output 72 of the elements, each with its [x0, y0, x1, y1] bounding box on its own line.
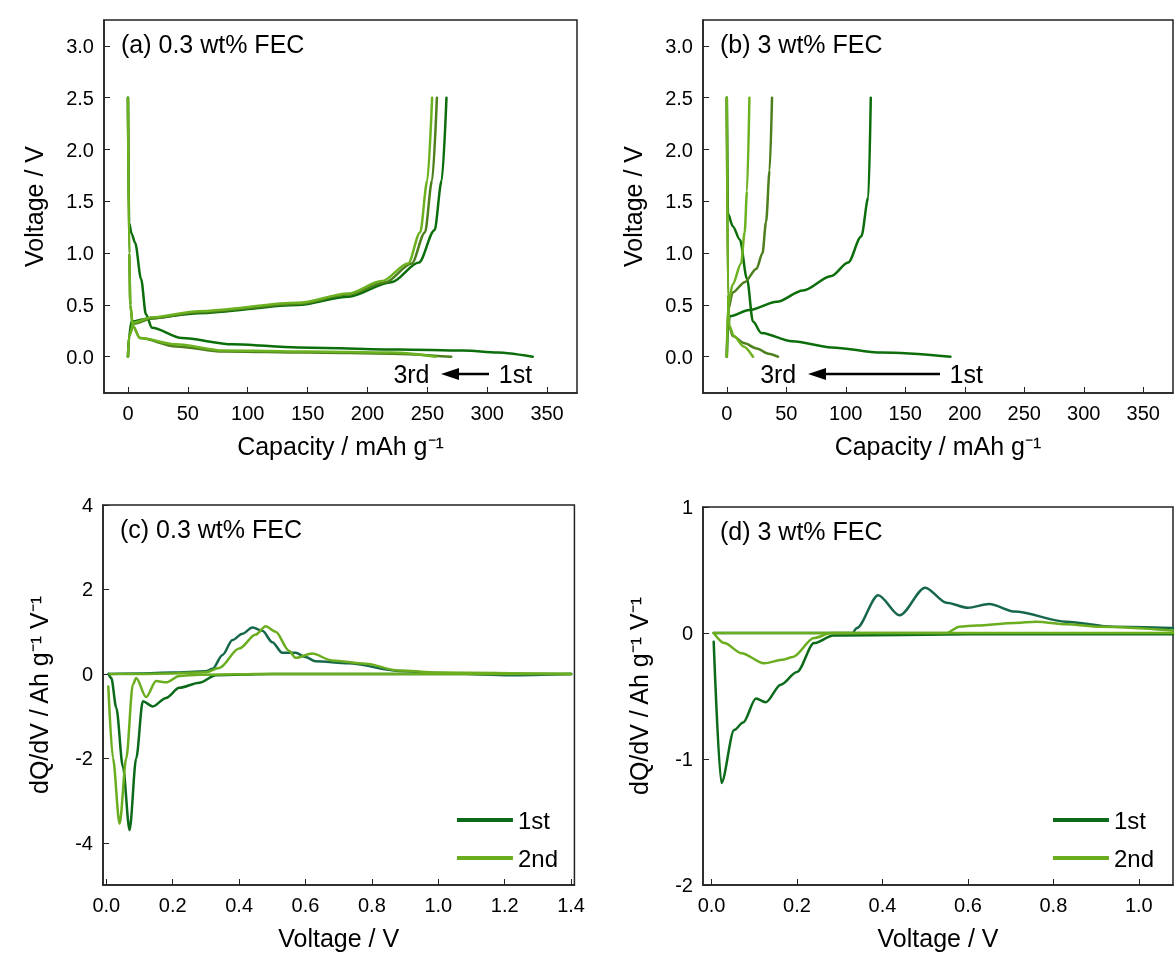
- y-axis-title: dQ/dV / Ah g⁻¹ V⁻¹: [624, 596, 653, 796]
- x-tick-label: 50: [775, 402, 798, 424]
- y-tick-label: 2.5: [66, 86, 94, 109]
- x-tick-label: 0.4: [868, 894, 897, 916]
- x-tick-label: 350: [530, 402, 564, 424]
- x-tick-label: 1.0: [1124, 894, 1153, 916]
- x-tick-label: 0.6: [954, 894, 982, 916]
- y-tick-label: -2: [75, 747, 93, 770]
- x-tick-label: 200: [350, 402, 385, 424]
- x-tick-label: 0.8: [1039, 894, 1068, 916]
- y-axis-title: Voltage / V: [618, 145, 647, 267]
- y-tick-label: 0.0: [66, 345, 94, 368]
- x-tick-label: 0.2: [158, 894, 187, 916]
- y-tick-label: 0: [681, 622, 693, 644]
- x-axis-title: Capacity / mAh g⁻¹: [237, 431, 444, 460]
- y-tick-label: 0.5: [66, 293, 94, 316]
- x-tick-label: 350: [1126, 402, 1160, 424]
- x-tick-label: 0.4: [225, 894, 254, 916]
- y-tick-label: 3.0: [66, 34, 94, 57]
- x-tick-label: 0: [122, 402, 134, 424]
- x-axis-title: Voltage / V: [278, 923, 400, 952]
- x-axis-title: Voltage / V: [877, 923, 999, 952]
- y-tick-label: 1.5: [665, 190, 693, 213]
- x-axis-title: Capacity / mAh g⁻¹: [834, 431, 1042, 460]
- x-tick-label: 100: [829, 402, 863, 424]
- x-tick-label: 300: [470, 402, 504, 424]
- y-tick-label: -2: [675, 874, 693, 896]
- y-axis-title: dQ/dV / Ah g⁻¹ V⁻¹: [24, 595, 53, 795]
- x-tick-label: 50: [176, 402, 199, 424]
- x-tick-label: 0.6: [291, 894, 320, 916]
- chart-title: (a) 0.3 wt% FEC: [121, 29, 305, 58]
- annotation: 1st: [498, 360, 533, 389]
- y-tick-label: 1: [681, 496, 693, 518]
- y-tick-label: 1.0: [66, 242, 94, 265]
- x-tick-label: 250: [1007, 402, 1041, 424]
- legend-label: 2nd: [1113, 844, 1154, 872]
- x-tick-label: 1.4: [557, 894, 585, 916]
- y-tick-label: 4: [81, 494, 93, 516]
- y-tick-label: -1: [675, 748, 693, 770]
- x-tick-label: 250: [410, 402, 444, 424]
- annotation: 3rd: [393, 360, 430, 389]
- y-tick-label: 1.0: [665, 242, 693, 265]
- y-tick-label: -4: [75, 831, 93, 854]
- x-tick-label: 0.0: [697, 894, 726, 916]
- legend-label: 1st: [517, 806, 551, 834]
- x-tick-label: 1.2: [490, 894, 519, 916]
- y-tick-label: 1.5: [66, 190, 94, 213]
- y-tick-label: 3.0: [665, 34, 693, 57]
- x-tick-label: 300: [1067, 402, 1101, 424]
- y-axis-title: Voltage / V: [19, 145, 48, 267]
- x-tick-label: 100: [231, 402, 265, 424]
- x-tick-label: 200: [948, 402, 982, 424]
- y-tick-label: 0.0: [665, 345, 693, 368]
- y-tick-label: 2.0: [665, 138, 693, 161]
- y-tick-label: 2.5: [665, 86, 693, 109]
- annotation: 1st: [949, 360, 983, 389]
- chart-title: (d) 3 wt% FEC: [720, 516, 883, 545]
- legend-label: 1st: [1113, 806, 1147, 834]
- x-tick-label: 0: [721, 402, 733, 424]
- chart-title: (c) 0.3 wt% FEC: [120, 514, 302, 543]
- legend-label: 2nd: [517, 844, 558, 872]
- y-tick-label: 2.0: [66, 138, 94, 161]
- x-tick-label: 150: [290, 402, 325, 424]
- y-tick-label: 0.5: [665, 293, 693, 316]
- x-tick-label: 0.8: [358, 894, 386, 916]
- x-tick-label: 1.0: [424, 894, 453, 916]
- annotation: 3rd: [760, 360, 797, 389]
- y-tick-label: 0: [81, 662, 93, 685]
- y-tick-label: 2: [81, 578, 93, 601]
- chart-title: (b) 3 wt% FEC: [720, 29, 883, 58]
- x-tick-label: 0.2: [783, 894, 811, 916]
- x-tick-label: 150: [888, 402, 922, 424]
